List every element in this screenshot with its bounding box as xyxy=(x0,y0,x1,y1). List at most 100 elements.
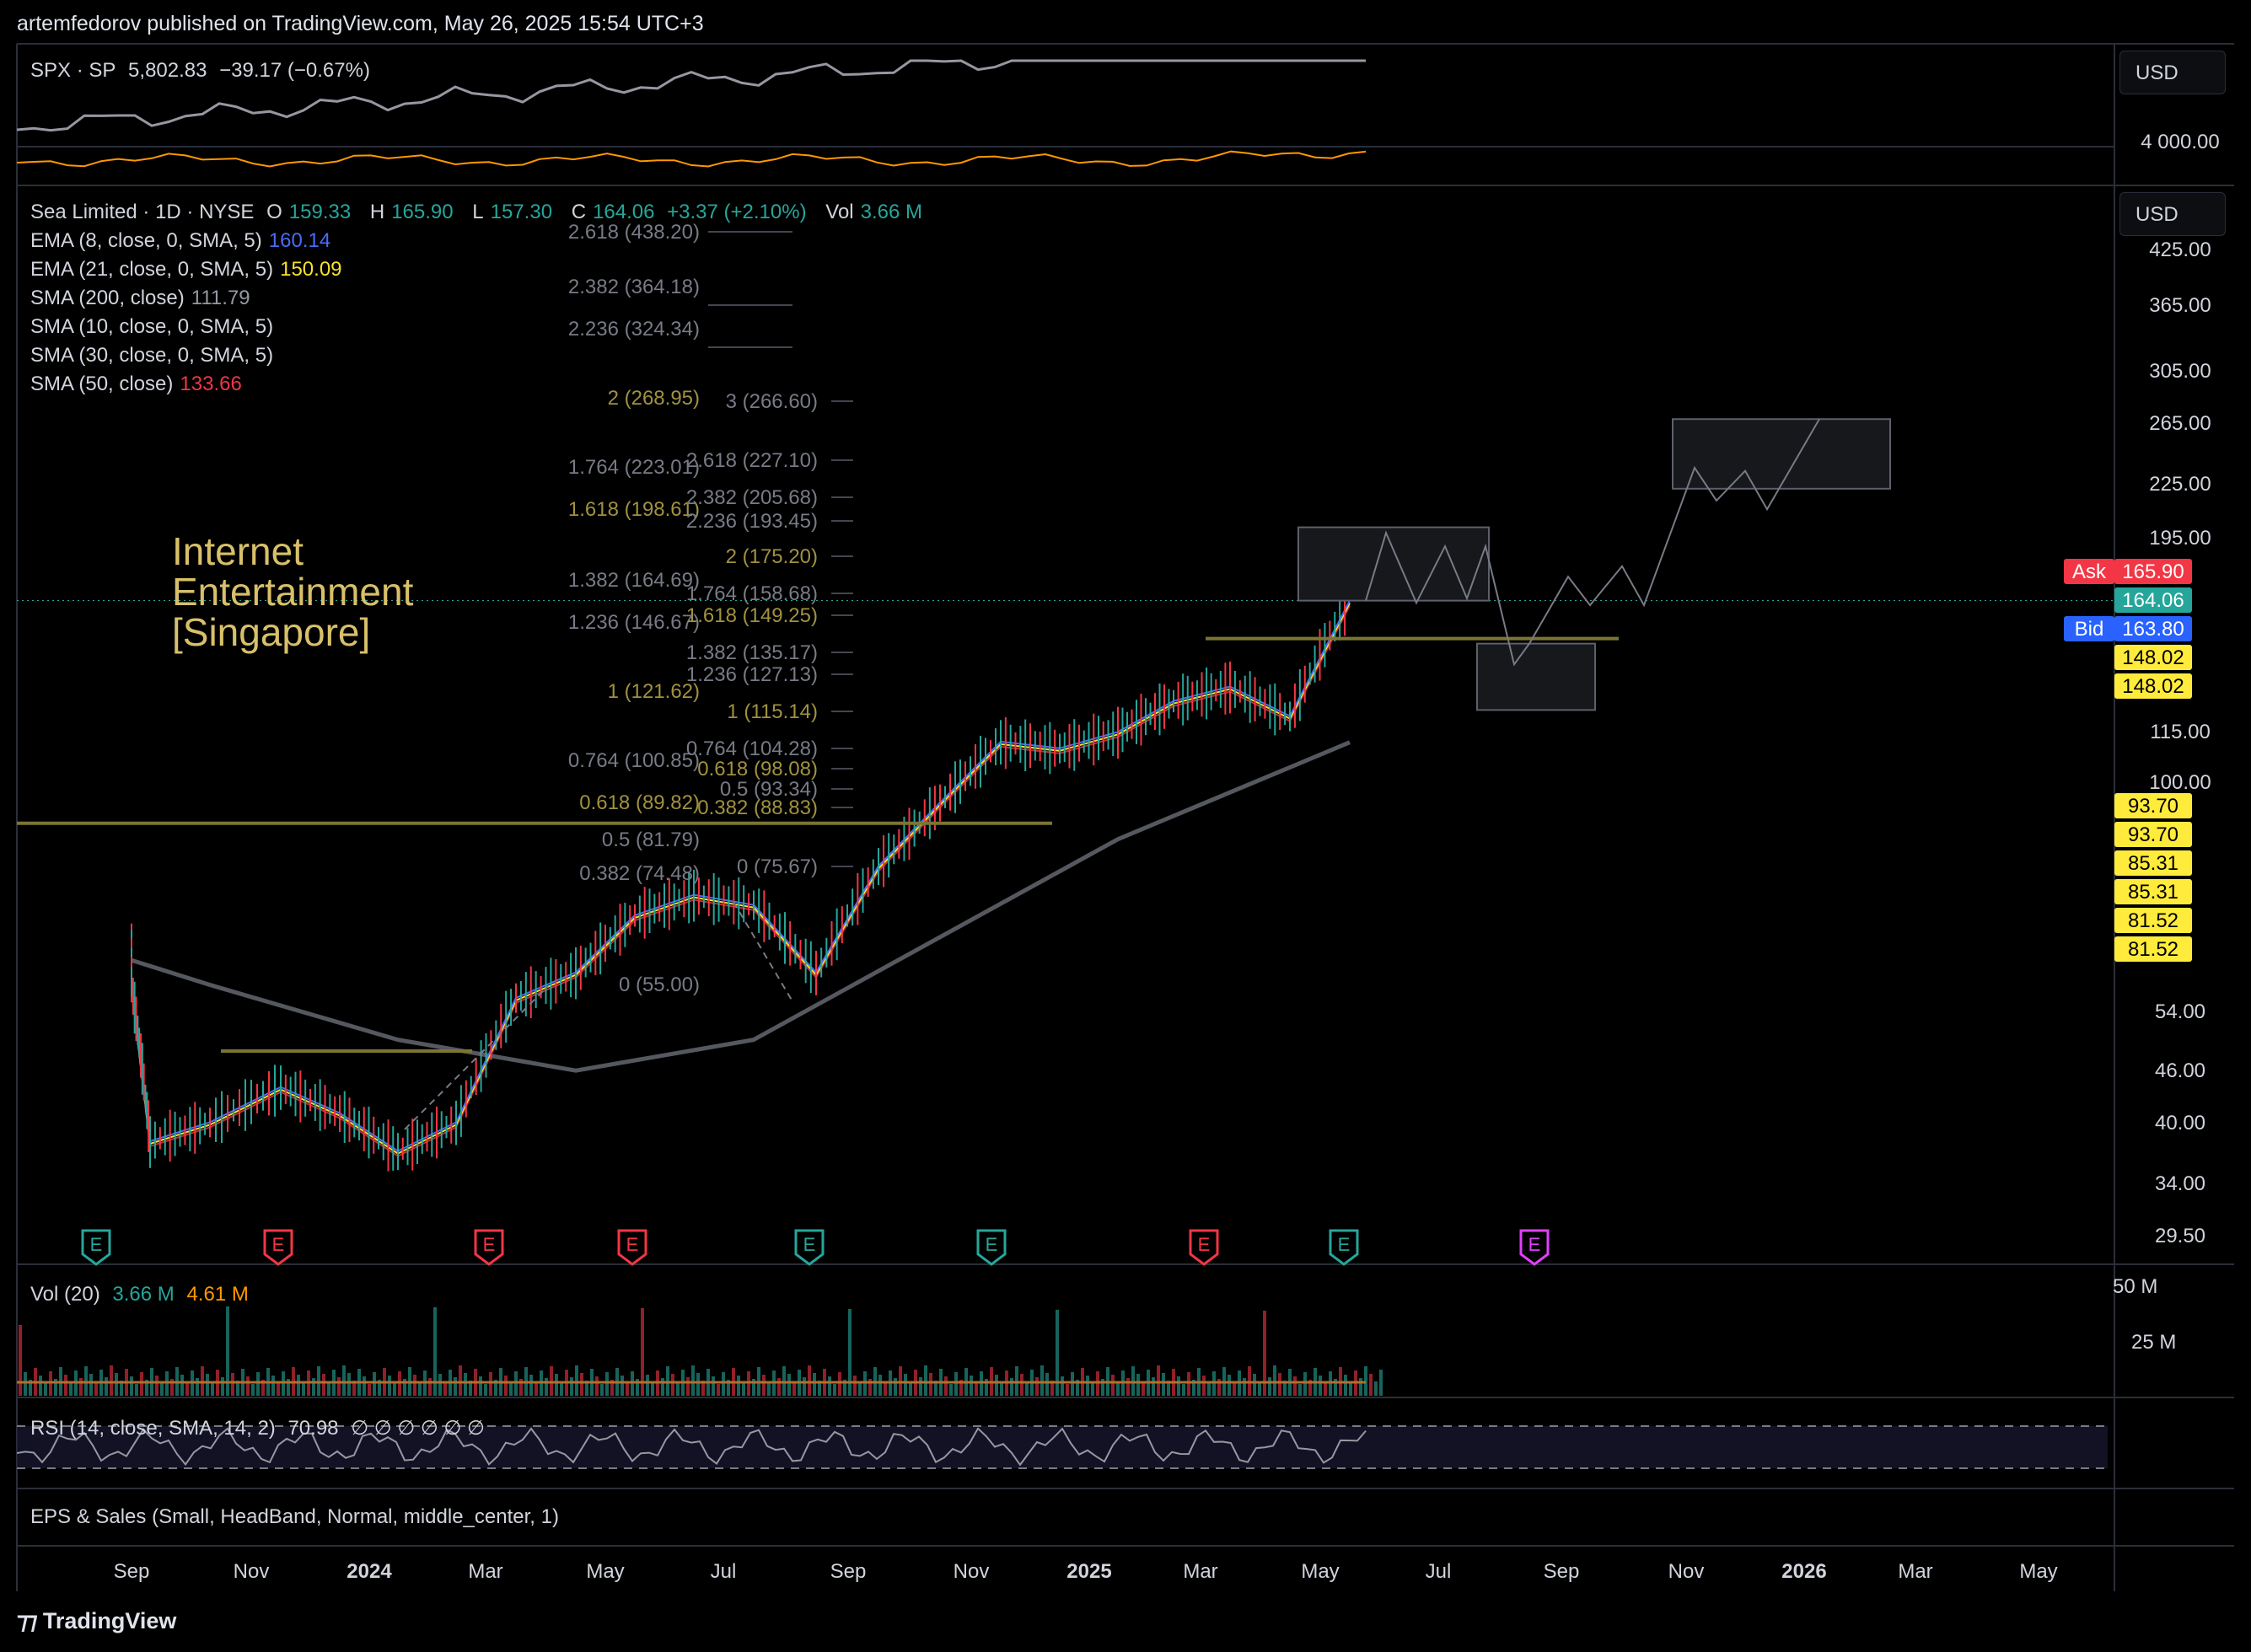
fib-level-label: 0.5 (81.79) xyxy=(602,829,700,851)
volume-bar xyxy=(949,1384,953,1396)
price-axis-tick: 54.00 xyxy=(2155,1000,2205,1023)
volume-bar xyxy=(271,1376,275,1396)
price-axis-tick: 115.00 xyxy=(2150,721,2211,743)
volume-bar xyxy=(180,1375,184,1396)
volume-bar xyxy=(1217,1379,1221,1396)
volume-bar xyxy=(985,1379,988,1396)
volume-bar xyxy=(605,1372,609,1396)
volume-bar xyxy=(641,1308,644,1396)
indicator-value: 160.14 xyxy=(268,229,331,252)
indicator-value: 133.66 xyxy=(180,373,242,395)
volume-bar xyxy=(29,1380,32,1396)
volume-bar xyxy=(347,1373,351,1396)
volume-bar xyxy=(818,1381,821,1396)
fib-level-label: 0.382 (74.48) xyxy=(579,862,700,885)
time-axis-label: Jul xyxy=(711,1560,737,1583)
rsi-label: RSI (14, close, SMA, 14, 2) xyxy=(30,1417,276,1440)
volume-bar xyxy=(120,1381,123,1396)
volume-bar xyxy=(140,1372,143,1396)
volume-bar xyxy=(368,1384,371,1396)
indicator-row[interactable]: SMA (10, close, 0, SMA, 5) xyxy=(30,315,287,339)
volume-bar xyxy=(1045,1373,1049,1396)
volume-bar xyxy=(322,1374,325,1396)
volume-bar xyxy=(256,1372,260,1396)
volume-bar xyxy=(762,1375,766,1396)
indicator-label: SMA (200, close) xyxy=(30,287,185,309)
earnings-marker: E xyxy=(976,1229,1007,1266)
earnings-marker-letter: E xyxy=(483,1234,496,1255)
time-axis-label: 2026 xyxy=(1781,1560,1826,1583)
fib-level-label: 2.236 (324.34) xyxy=(568,318,700,341)
indicator-row[interactable]: EMA (21, close, 0, SMA, 5) 150.09 xyxy=(30,258,349,282)
indicator-row[interactable]: SMA (30, close, 0, SMA, 5) xyxy=(30,344,287,367)
volume-bar xyxy=(792,1381,796,1396)
volume-bar xyxy=(1000,1382,1003,1396)
volume-bar xyxy=(1187,1372,1190,1396)
price-tag-bg xyxy=(2114,559,2192,584)
high-label: H xyxy=(369,201,385,223)
volume-bar xyxy=(1283,1381,1287,1396)
fib-trend-line xyxy=(404,901,793,1130)
volume-bar xyxy=(975,1383,978,1396)
open-label: O xyxy=(266,201,282,223)
volume-bar xyxy=(519,1379,523,1396)
spx-overlay-line xyxy=(16,59,1366,132)
volume-bar xyxy=(1177,1376,1180,1396)
tradingview-logo[interactable]: ⁊⁊ TradingView xyxy=(17,1608,176,1634)
volume-bar xyxy=(686,1377,690,1396)
vol-value: 3.66 M xyxy=(860,201,923,223)
volume-bar xyxy=(1278,1373,1281,1396)
symbol-title: Sea Limited · 1D · NYSE xyxy=(30,201,255,223)
volume-bar xyxy=(646,1375,649,1396)
price-tag-value: 81.52 xyxy=(2128,909,2178,932)
price-tag-value: 85.31 xyxy=(2128,852,2178,875)
volume-bar xyxy=(1086,1376,1089,1396)
volume-bar xyxy=(742,1383,745,1396)
volume-bar xyxy=(1040,1365,1044,1396)
spx-axis-tick: 4 000.00 xyxy=(2141,131,2219,153)
indicator-row[interactable]: SMA (50, close) 133.66 xyxy=(30,373,249,396)
volume-bar xyxy=(717,1384,720,1396)
main-currency-button[interactable]: USD xyxy=(2119,192,2226,236)
earnings-marker-shape xyxy=(794,1229,825,1266)
fib-level-label: 1.382 (164.69) xyxy=(568,569,700,592)
volume-bar xyxy=(1207,1383,1211,1396)
time-axis-label: Mar xyxy=(1183,1560,1217,1583)
earnings-marker-letter: E xyxy=(626,1234,639,1255)
fib-level-label: 2 (268.95) xyxy=(608,387,700,410)
volume-bar xyxy=(1025,1381,1029,1396)
earnings-marker: E xyxy=(617,1229,647,1266)
earnings-marker-shape xyxy=(81,1229,111,1266)
volume-bar xyxy=(1152,1377,1155,1396)
volume-bar xyxy=(560,1381,563,1396)
volume-bar xyxy=(89,1374,93,1396)
volume-bar xyxy=(1303,1372,1307,1396)
earnings-marker-letter: E xyxy=(986,1234,998,1255)
spx-price: 5,802.83 xyxy=(128,59,207,82)
volume-bar xyxy=(494,1380,497,1396)
volume-bar xyxy=(160,1383,164,1396)
volume-bar xyxy=(555,1374,558,1396)
earnings-marker-letter: E xyxy=(1528,1234,1541,1255)
fib-extension-label: 1 (115.14) xyxy=(727,700,818,723)
volume-bar xyxy=(1126,1378,1130,1396)
rsi-value: 70.98 xyxy=(287,1417,339,1440)
indicator-row[interactable]: SMA (200, close) 111.79 xyxy=(30,287,257,310)
time-axis-label: 2025 xyxy=(1066,1560,1111,1583)
fib-level-label: 2.382 (364.18) xyxy=(568,276,700,298)
spx-currency-button[interactable]: USD xyxy=(2119,51,2226,94)
volume-bar xyxy=(722,1372,725,1396)
low-value: 157.30 xyxy=(490,201,553,223)
volume-bar xyxy=(737,1376,740,1396)
earnings-marker-shape xyxy=(1329,1229,1359,1266)
volume-bar xyxy=(1334,1379,1337,1396)
indicator-row[interactable]: EMA (8, close, 0, SMA, 5) 160.14 xyxy=(30,229,337,253)
fib-level-label: 0.764 (100.85) xyxy=(568,749,700,772)
volume-bar xyxy=(94,1381,98,1396)
volume-bar xyxy=(1111,1375,1115,1396)
volume-bar xyxy=(878,1375,882,1396)
fib-level-label: 1.618 (198.61) xyxy=(568,498,700,521)
spx-symbol: SPX · SP xyxy=(30,59,116,82)
volume-bar xyxy=(833,1384,836,1396)
